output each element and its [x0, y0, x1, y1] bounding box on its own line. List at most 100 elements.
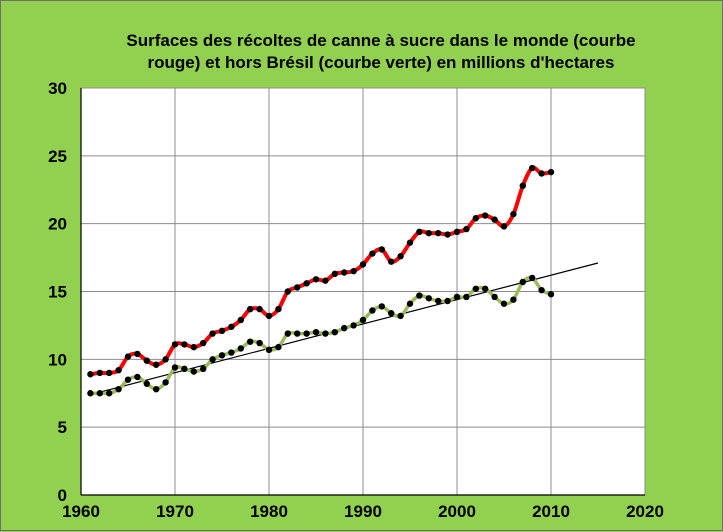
series-2-point [350, 322, 357, 329]
series-2-point [96, 390, 104, 397]
series-2-point [228, 349, 235, 356]
series-2-point [463, 293, 470, 301]
series-1-point [359, 261, 367, 268]
series-1-point [87, 371, 94, 378]
series-1-point [378, 246, 385, 253]
series-1-point [218, 327, 226, 335]
series-2-point [472, 285, 479, 292]
series-1-point [228, 323, 235, 330]
series-2-point [388, 310, 395, 317]
series-2-point [190, 368, 197, 375]
series-2-point [124, 376, 132, 383]
x-tick-label: 1970 [156, 502, 194, 521]
series-2-point [529, 274, 536, 282]
x-tick-label: 2010 [532, 502, 570, 521]
series-1-point [171, 341, 179, 348]
series-2-point [416, 292, 423, 299]
series-2-point [378, 303, 385, 310]
x-tick-label: 1980 [250, 502, 288, 521]
series-2-point [406, 300, 414, 307]
y-tick-label: 0 [58, 486, 67, 505]
y-tick-label: 25 [48, 147, 67, 166]
y-tick-label: 15 [48, 283, 67, 302]
series-2-point [87, 390, 94, 397]
x-tick-label: 2000 [438, 502, 476, 521]
series-1-point [106, 369, 113, 377]
series-2-point [341, 324, 348, 332]
series-1-point [124, 353, 132, 360]
series-2-point [519, 278, 526, 286]
series-2-point [491, 293, 498, 301]
series-2-point [435, 297, 442, 305]
series-2-point [200, 365, 207, 373]
series-2-point [510, 296, 517, 303]
series-1-point [491, 216, 498, 223]
series-2-point [294, 330, 301, 337]
series-2-point [153, 385, 160, 393]
y-tick-label: 20 [48, 215, 67, 234]
series-1-point [397, 253, 404, 260]
series-1-point [190, 343, 197, 351]
series-1-point [256, 305, 263, 313]
series-1-point [284, 288, 291, 295]
series-2-point [115, 385, 122, 393]
series-2-point [359, 316, 367, 324]
series-2-point [444, 297, 451, 305]
series-1-point [322, 277, 329, 284]
series-1-point [153, 361, 160, 368]
series-2-point [538, 286, 545, 294]
chart-title: Surfaces des récoltes de canne à sucre d… [41, 30, 721, 74]
series-1-point [247, 305, 254, 313]
series-2-point [237, 345, 244, 352]
series-1-point [547, 168, 555, 176]
series-1-point [134, 350, 141, 358]
series-1-point [510, 210, 517, 218]
series-2-point [256, 339, 263, 347]
series-2-point [303, 330, 310, 337]
series-1-point [162, 356, 169, 363]
series-1-point [435, 229, 442, 237]
series-1-point [350, 267, 357, 275]
series-1-point [425, 229, 432, 237]
series-1-point [312, 276, 320, 283]
series-2-point [284, 330, 291, 337]
series-1-point [538, 170, 545, 177]
series-2-point [482, 285, 489, 292]
series-1-point [519, 182, 526, 189]
series-1-point [331, 270, 338, 278]
x-tick-label: 1990 [344, 502, 382, 521]
series-1-point [143, 357, 150, 364]
series-1-point [181, 341, 188, 348]
series-1-point [416, 228, 423, 236]
series-1-point [341, 269, 348, 276]
series-2-point [171, 364, 179, 371]
chart-title-line-1: Surfaces des récoltes de canne à sucre d… [126, 31, 636, 50]
series-2-point [143, 380, 150, 387]
series-1-point [265, 312, 273, 320]
chart-title-line-2: rouge) et hors Brésil (courbe verte) en … [147, 53, 615, 72]
series-2-point [218, 352, 226, 359]
series-1-point [463, 225, 470, 233]
series-2-point [106, 390, 113, 397]
series-2-point [369, 307, 376, 314]
y-tick-label: 10 [48, 350, 67, 369]
x-tick-label: 1960 [62, 502, 100, 521]
x-tick-label: 2020 [626, 502, 664, 521]
series-1-point [115, 366, 122, 374]
series-1-point [303, 280, 310, 287]
series-1-point [96, 369, 104, 377]
series-2-point [322, 330, 329, 337]
series-1-point [275, 305, 282, 313]
series-2-point [275, 343, 282, 351]
series-2-point [265, 346, 273, 354]
series-2-point [547, 291, 555, 298]
series-2-point [181, 365, 188, 373]
series-2-point [453, 293, 461, 301]
y-tick-label: 5 [58, 418, 67, 437]
series-2-point [331, 329, 338, 336]
series-2-point [134, 373, 141, 381]
series-2-point [162, 379, 169, 386]
series-1-point [444, 231, 451, 238]
series-1-point [482, 212, 489, 219]
